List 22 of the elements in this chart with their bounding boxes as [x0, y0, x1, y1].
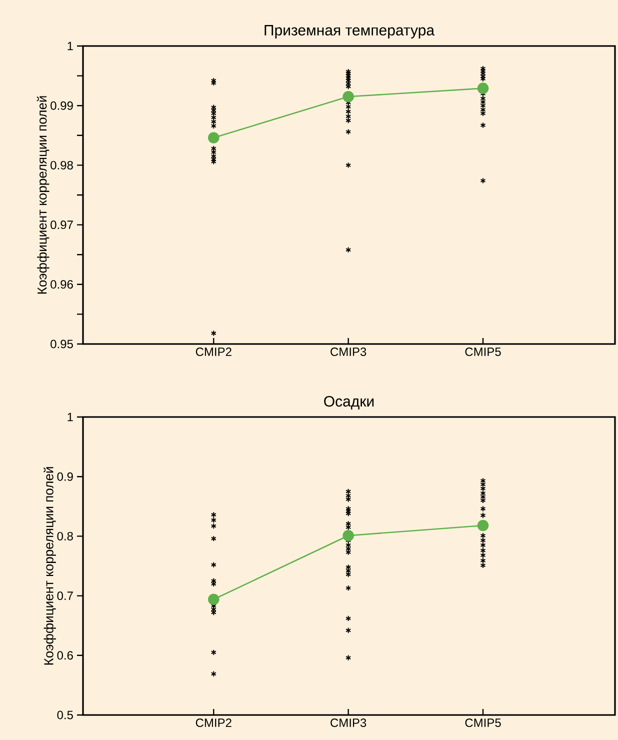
y-axis-title: Коэффициент корреляции полей	[44, 467, 56, 665]
y-tick-label: 0.96	[50, 280, 73, 289]
y-tick-label: 0.97	[50, 220, 73, 230]
y-tick-label: 0.8	[57, 532, 73, 540]
x-tick-label: CMIP2	[196, 348, 232, 356]
y-tick-label: 1	[68, 42, 73, 50]
y-tick-label: 0.99	[50, 101, 73, 110]
y-tick-label: 0.95	[50, 340, 73, 348]
x-tick-label: CMIP2	[196, 718, 232, 728]
x-tick-label: CMIP3	[330, 718, 366, 728]
x-tick-label: CMIP3	[330, 348, 366, 356]
chart-title: Приземная температура	[264, 25, 435, 38]
y-tick-label: 0.7	[57, 592, 73, 600]
chart-title: Осадки	[324, 396, 374, 410]
x-tick-label: CMIP5	[465, 718, 501, 728]
y-tick-label: 0.6	[57, 651, 73, 660]
y-axis-title: Коэффициент корреляции полей	[36, 96, 50, 294]
y-tick-label: 0.9	[57, 472, 73, 481]
y-tick-label: 0.98	[50, 160, 73, 170]
x-tick-label: CMIP5	[465, 348, 501, 356]
y-tick-label: 0.5	[57, 710, 73, 720]
y-tick-label: 1	[68, 412, 73, 422]
